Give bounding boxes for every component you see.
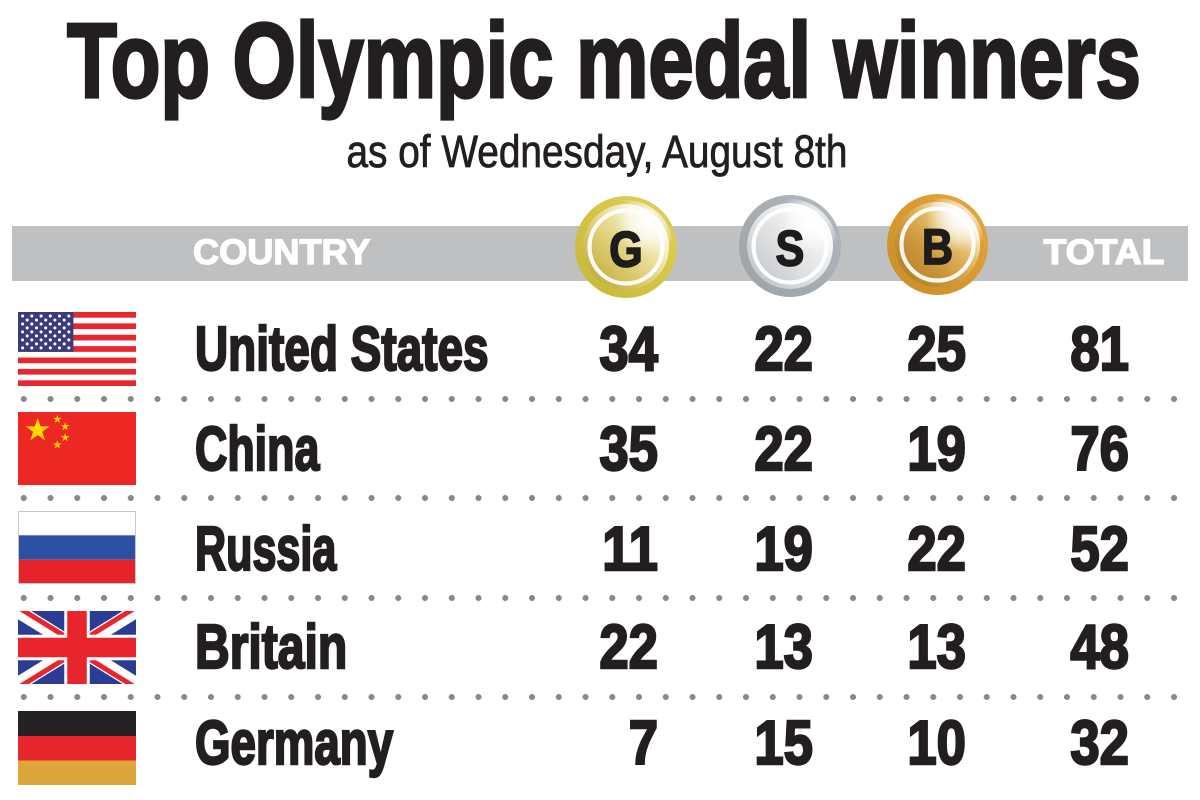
svg-text:G: G bbox=[609, 221, 642, 277]
svg-text:S: S bbox=[776, 220, 805, 276]
svg-text:B: B bbox=[922, 219, 953, 275]
